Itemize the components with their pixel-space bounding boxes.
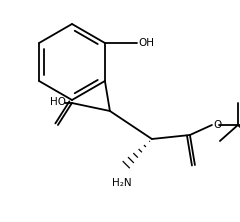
- Text: HO: HO: [50, 97, 66, 107]
- Text: OH: OH: [138, 38, 154, 48]
- Text: O: O: [213, 120, 221, 130]
- Text: H₂N: H₂N: [112, 178, 132, 188]
